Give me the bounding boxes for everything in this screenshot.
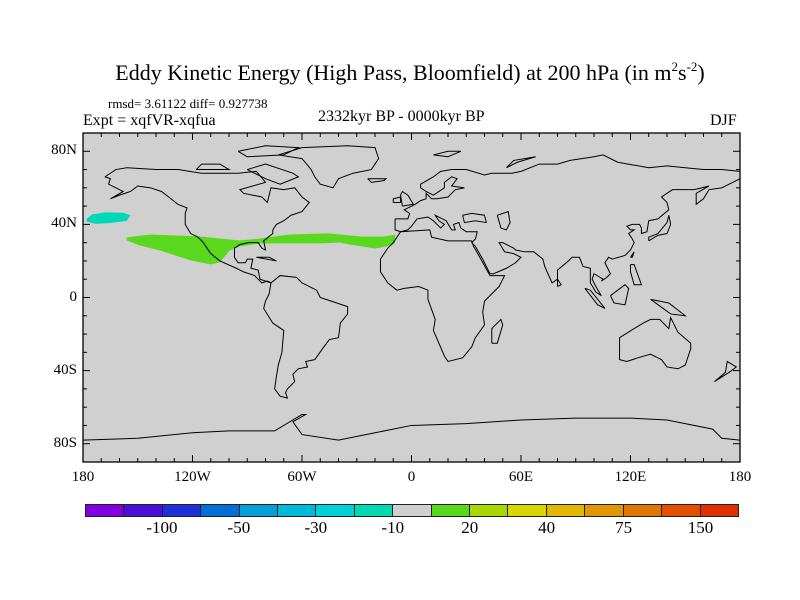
plot-title: Eddy Kinetic Energy (High Pass, Bloomfie… xyxy=(0,60,800,86)
coastline-ireland xyxy=(393,197,400,202)
coastline-asia-east xyxy=(395,179,740,296)
coastline-baffin xyxy=(247,164,298,184)
coastline-new-guinea xyxy=(651,299,686,315)
colorbar-box xyxy=(201,505,240,516)
x-tick-label: 60E xyxy=(508,469,534,485)
x-tick-label: 120E xyxy=(614,469,647,485)
stats-label: rmsd= 3.61122 diff= 0.927738 xyxy=(108,96,268,111)
map-plot xyxy=(83,133,740,462)
anomaly-regions xyxy=(86,212,396,265)
coastline-madagascar xyxy=(492,319,503,343)
colorbar-box xyxy=(86,505,125,516)
coastline-africa xyxy=(380,230,504,362)
y-tick-label: 40N xyxy=(51,215,77,232)
x-tick-label: 0 xyxy=(407,469,416,485)
x-tick-label: 180 xyxy=(71,469,95,485)
x-tick-label: 120W xyxy=(174,469,211,485)
coastline-north-america xyxy=(105,168,309,283)
colorbar-box xyxy=(546,505,586,516)
title-text: Eddy Kinetic Energy (High Pass, Bloomfie… xyxy=(115,60,672,85)
coastline-caspian xyxy=(497,212,510,230)
season-label: DJF xyxy=(710,112,737,129)
coastline-taiwan xyxy=(631,252,635,257)
colorbar-box xyxy=(316,505,355,516)
coastline-ellesmere xyxy=(238,146,298,157)
coastline-australia xyxy=(620,318,691,369)
colorbar-label: -50 xyxy=(227,518,251,537)
coastline-antarctica xyxy=(83,414,740,440)
coastlines xyxy=(83,146,740,440)
coastline-iceland xyxy=(368,179,386,183)
period-label: 2332kyr BP - 0000kyr BP xyxy=(318,108,485,125)
coastline-black-sea xyxy=(463,213,487,222)
x-tick-label: 180 xyxy=(728,469,752,485)
colorbar-label: 40 xyxy=(538,518,556,537)
colorbar xyxy=(85,504,739,517)
coastline-novaya-zemlya xyxy=(506,157,535,168)
colorbar-box xyxy=(470,505,509,516)
colorbar-box xyxy=(393,505,432,516)
anomaly-region-north-pacific-negative xyxy=(86,212,131,224)
anomaly-region-subtropical-jet-positive xyxy=(126,233,396,265)
title-superscript: -2 xyxy=(686,59,698,74)
experiment-label: Expt = xqfVR-xqfua xyxy=(83,112,216,129)
colorbar-box xyxy=(662,505,701,516)
title-text-units: s xyxy=(678,60,687,85)
colorbar-box xyxy=(431,505,471,516)
title-superscript: 2 xyxy=(671,59,679,74)
colorbar-label: -10 xyxy=(381,518,405,537)
title-text-end: ) xyxy=(697,60,705,85)
coastline-south-america xyxy=(264,276,348,398)
coastline-greenland xyxy=(278,146,378,188)
y-tick-label: 80N xyxy=(51,142,77,159)
colorbar-label: 150 xyxy=(687,518,714,537)
coastline-sumatra xyxy=(585,288,605,308)
colorbar-label: 20 xyxy=(461,518,479,537)
colorbar-box xyxy=(162,505,202,516)
colorbar-box xyxy=(508,505,547,516)
coastline-eurasia xyxy=(395,155,740,219)
coastline-cuba xyxy=(256,257,276,261)
colorbar-label: 75 xyxy=(615,518,633,537)
y-tick-label: 0 xyxy=(69,288,78,305)
coastline-borneo xyxy=(610,285,628,305)
colorbar-box xyxy=(700,505,738,516)
colorbar-label: -100 xyxy=(146,518,178,537)
coastline-svalbard xyxy=(433,151,460,156)
coastline-philippines xyxy=(631,265,642,285)
coastline-new-zealand xyxy=(714,361,736,381)
map-background xyxy=(83,133,740,462)
x-tick-label: 60W xyxy=(287,469,317,485)
coastline-sri-lanka xyxy=(558,279,562,286)
map-border xyxy=(82,132,741,463)
colorbar-box xyxy=(354,505,394,516)
colorbar-box xyxy=(623,505,663,516)
colorbar-box xyxy=(239,505,279,516)
colorbar-label: -30 xyxy=(304,518,328,537)
y-tick-label: 80S xyxy=(53,434,77,451)
coastline-victoria xyxy=(196,164,229,169)
colorbar-box xyxy=(278,505,317,516)
y-tick-label: 40S xyxy=(53,361,77,378)
coastline-japan xyxy=(649,215,671,241)
colorbar-box xyxy=(124,505,163,516)
colorbar-box xyxy=(585,505,624,516)
